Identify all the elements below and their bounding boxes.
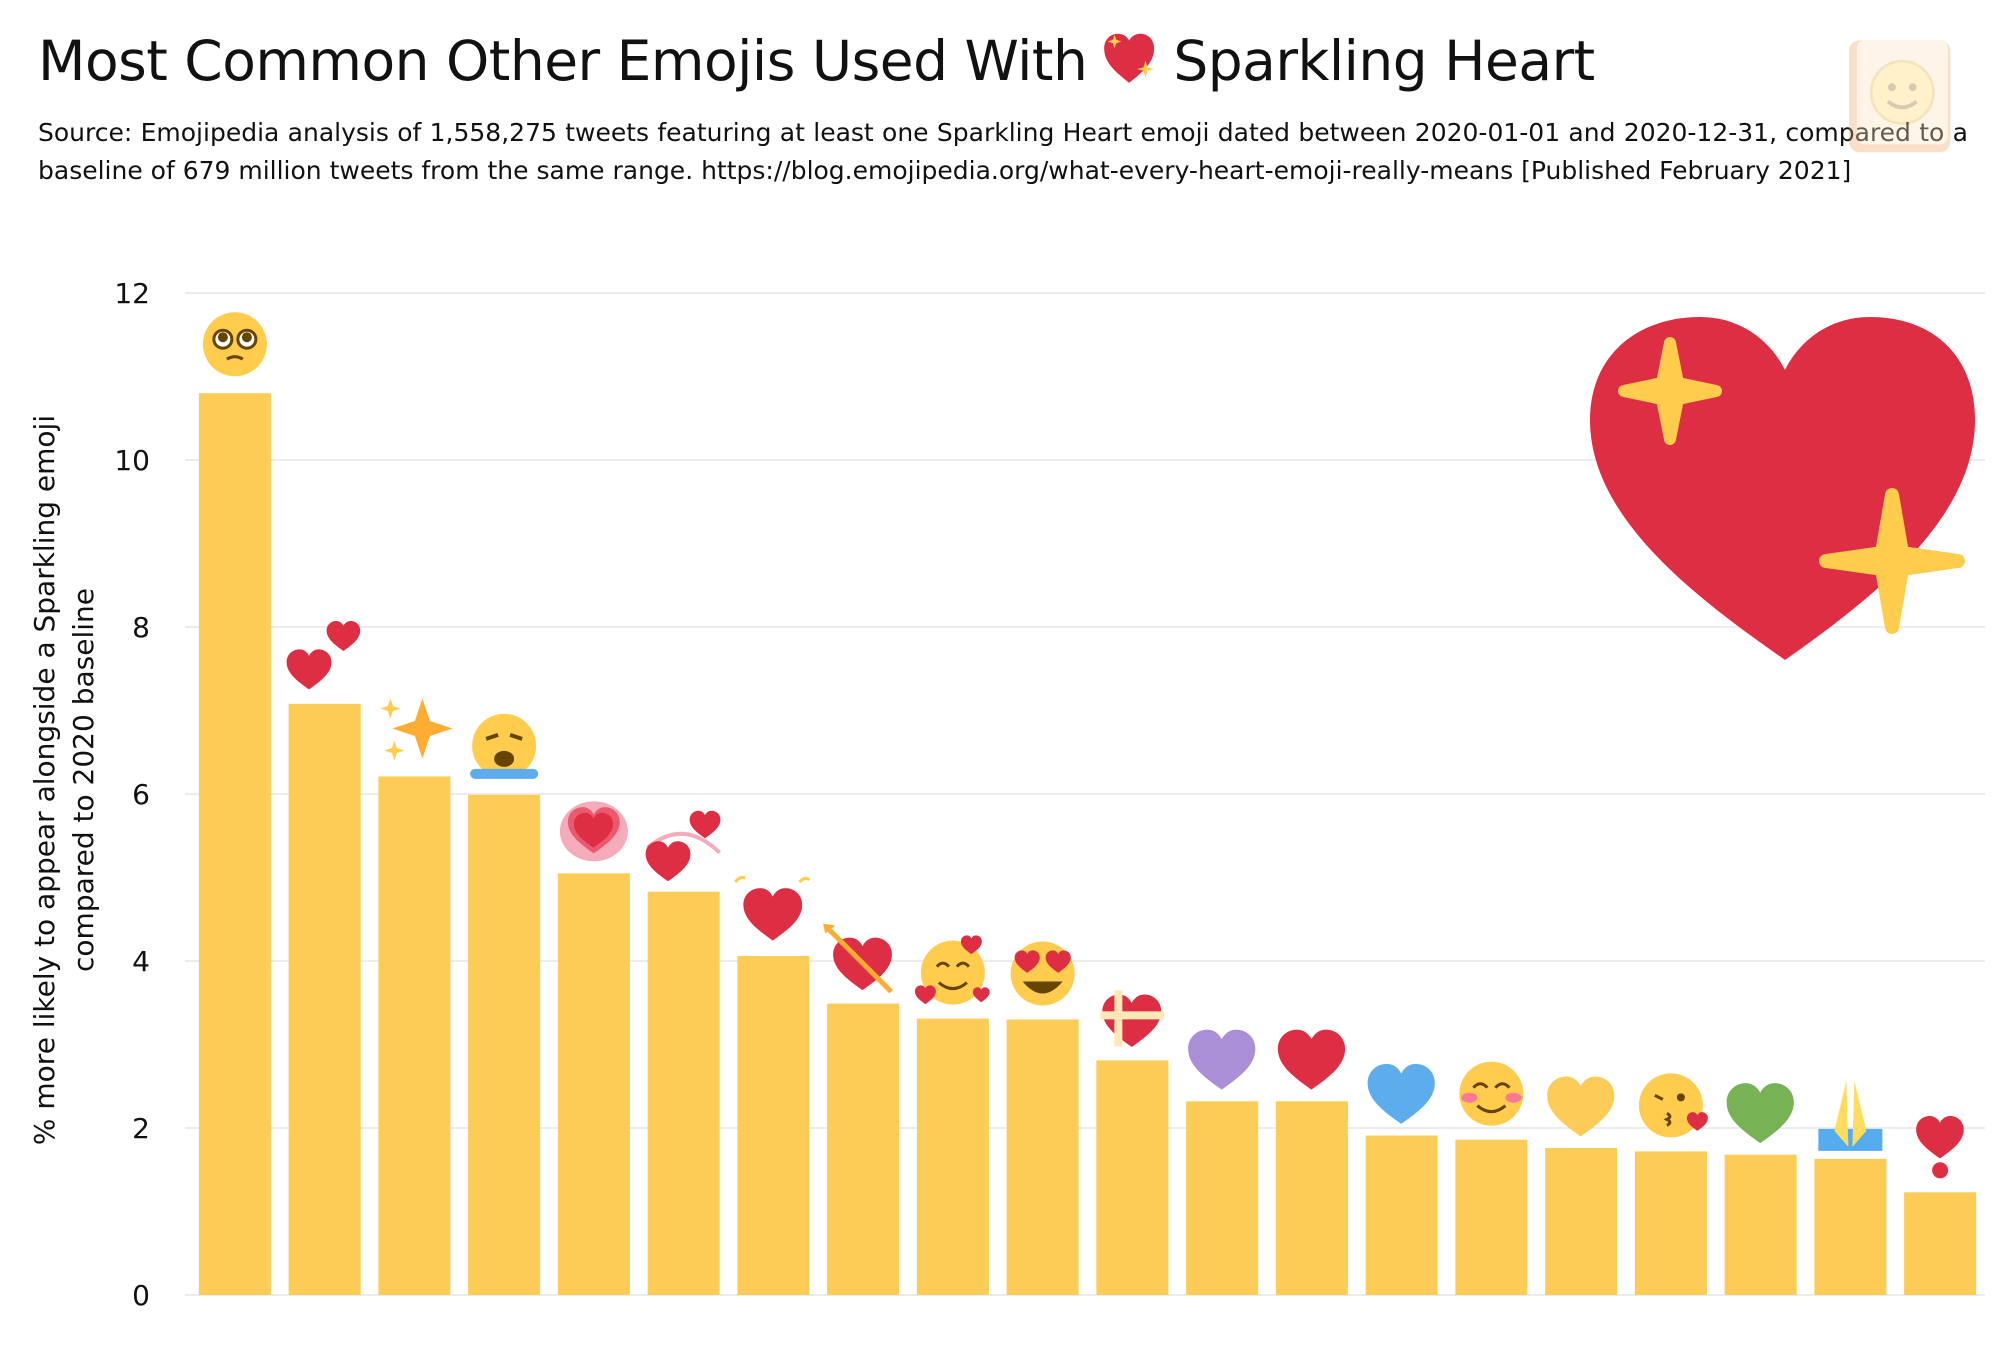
y-axis-label-line-2: compared to 2020 baseline [67, 588, 100, 972]
bar [1634, 1151, 1707, 1295]
y-tick-label: 0 [132, 1279, 150, 1312]
y-tick-label: 6 [132, 778, 150, 811]
sparkling-heart-large-icon [1590, 317, 1975, 660]
sparkling-heart-icon [1104, 33, 1155, 83]
bar [468, 794, 541, 1295]
heart-with-arrow-icon [823, 923, 893, 994]
pleading-face-icon [202, 312, 267, 377]
face-blowing-a-kiss-icon [1638, 1073, 1708, 1138]
purple-heart-icon [1188, 1029, 1256, 1090]
red-heart-icon [1277, 1029, 1346, 1090]
bar [1096, 1060, 1169, 1295]
bar [1545, 1148, 1618, 1295]
heart-with-ribbon-icon [1100, 990, 1165, 1047]
emojipedia-logo-icon [1849, 40, 1951, 153]
growing-heart-icon [559, 801, 628, 862]
yellow-heart-icon [1547, 1076, 1615, 1137]
y-tick-label: 2 [132, 1112, 150, 1145]
bar [288, 703, 361, 1295]
bar [916, 1018, 989, 1295]
chart-title: Most Common Other Emojis Used With Sparkl… [38, 26, 1595, 93]
bar [647, 891, 720, 1295]
bar [1724, 1154, 1797, 1295]
smiling-face-with-hearts-icon [914, 935, 990, 1005]
chart-subtitle: Source: Emojipedia analysis of 1,558,275… [38, 118, 1968, 185]
title-text-after: Sparkling Heart [1173, 29, 1595, 93]
y-tick-label: 10 [114, 444, 150, 477]
green-heart-icon [1726, 1083, 1794, 1144]
smiling-face-with-heart-eyes-icon [1010, 941, 1075, 1006]
bar [198, 393, 271, 1295]
y-axis-ticks: 0 2 4 6 8 10 12 [114, 277, 150, 1312]
bar [557, 873, 630, 1295]
bar [1275, 1101, 1348, 1295]
beating-heart-icon [734, 875, 811, 941]
smiling-face-with-smiling-eyes-icon [1459, 1061, 1524, 1126]
two-hearts-icon [286, 621, 361, 690]
blue-heart-icon [1367, 1063, 1435, 1124]
bar [378, 776, 451, 1295]
loudly-crying-face-icon [470, 713, 539, 779]
y-axis-label-line-1: % more likely to appear alongside a Spar… [28, 415, 61, 1145]
folded-hands-icon [1818, 1080, 1883, 1151]
bar [1006, 1019, 1079, 1295]
bar [1365, 1135, 1438, 1295]
emoji-markers [202, 312, 1964, 1179]
bar [1186, 1101, 1259, 1295]
heart-exclamation-icon [1916, 1115, 1964, 1179]
bar [1455, 1139, 1528, 1295]
bar [1904, 1192, 1977, 1295]
revolving-hearts-icon [645, 810, 722, 882]
sparkles-icon [380, 698, 453, 761]
bar [1814, 1158, 1887, 1295]
y-tick-label: 8 [132, 611, 150, 644]
y-tick-label: 4 [132, 945, 150, 978]
title-text-before: Most Common Other Emojis Used With [38, 29, 1088, 93]
y-tick-label: 12 [114, 277, 150, 310]
bars [198, 393, 1977, 1295]
bar [737, 955, 810, 1295]
bar [827, 1003, 900, 1295]
